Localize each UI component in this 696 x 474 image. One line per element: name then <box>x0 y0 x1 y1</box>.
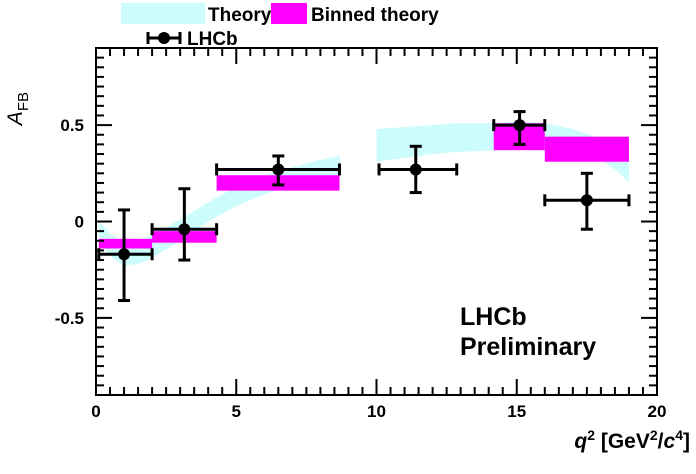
lhcb-data-point <box>543 171 631 231</box>
lhcb-data-point <box>97 208 154 303</box>
x-axis-label: q2 [GeV2/c4] <box>574 427 690 453</box>
axis-tick-labels: 0 5 10 15 20 -0.5 0 0.5 <box>55 116 667 421</box>
x-tick-label: 10 <box>367 402 386 421</box>
lhcb-data-point <box>150 187 219 262</box>
axis-ticks <box>95 47 658 396</box>
data-marker <box>580 194 593 207</box>
y-tick-label: 0.5 <box>60 116 84 135</box>
y-tick-label: -0.5 <box>55 309 84 328</box>
data-marker <box>118 248 131 261</box>
data-marker <box>272 163 285 176</box>
lhcb-data-point <box>215 154 341 187</box>
legend: Theory Binned theory LHCb <box>121 3 439 50</box>
legend-binned-label: Binned theory <box>311 5 439 26</box>
preliminary-watermark: Preliminary <box>460 333 596 361</box>
theory-band-segment <box>98 156 340 266</box>
legend-theory-label: Theory <box>208 5 272 26</box>
binned-theory-bin <box>544 136 629 162</box>
y-tick-label: 0 <box>75 213 84 232</box>
x-tick-label: 5 <box>232 402 241 421</box>
data-marker <box>513 119 526 132</box>
legend-binned-swatch <box>271 3 307 24</box>
legend-lhcb-marker <box>146 32 182 44</box>
lhcb-data-layer <box>97 110 631 303</box>
lhcb-watermark: LHCb <box>460 303 527 331</box>
lhcb-data-point <box>492 110 547 146</box>
y-axis-label: AFB <box>4 92 32 127</box>
data-marker <box>409 163 422 176</box>
data-marker <box>178 223 191 236</box>
x-tick-label: 20 <box>648 402 667 421</box>
lhcb-data-point <box>377 144 459 195</box>
x-tick-label: 0 <box>91 402 100 421</box>
legend-lhcb-label: LHCb <box>187 29 238 50</box>
legend-theory-swatch <box>121 3 205 24</box>
x-tick-label: 15 <box>507 402 526 421</box>
